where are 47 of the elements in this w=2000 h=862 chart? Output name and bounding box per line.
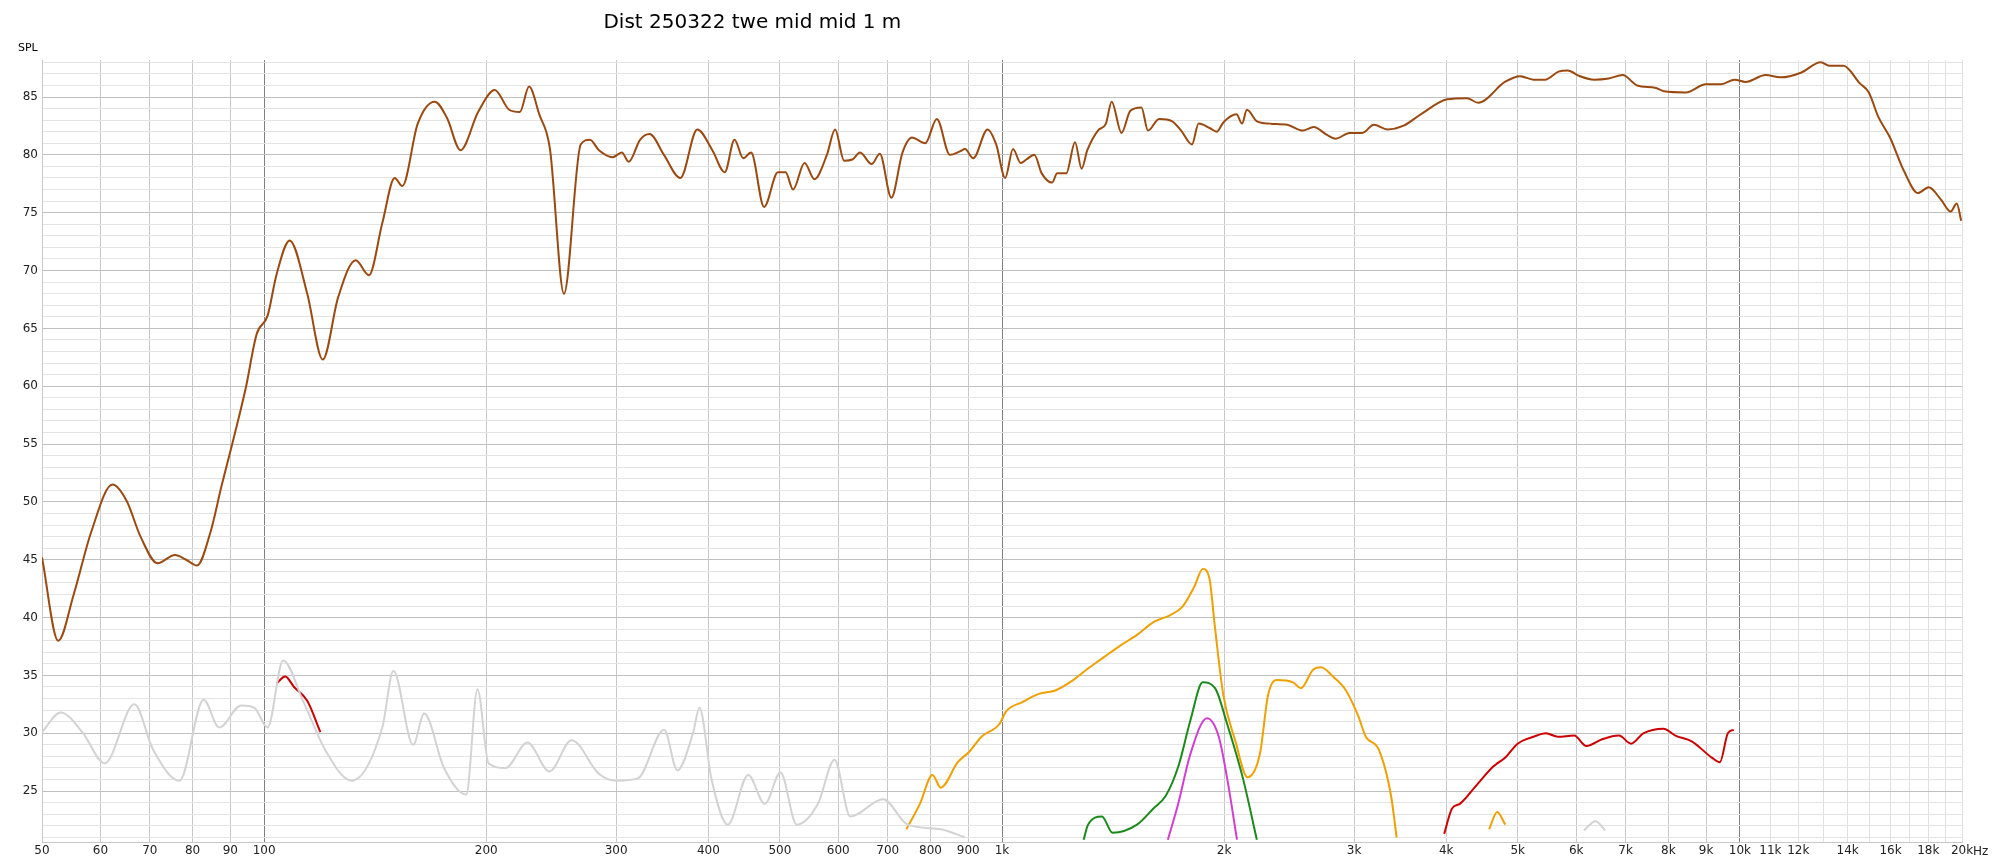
x-tick-label: 12k (1787, 843, 1810, 858)
y-tick-label: 35 (22, 667, 38, 682)
x-tick-label: 5k (1510, 843, 1526, 858)
x-tick-label: 20k (1950, 843, 1974, 858)
chart-title: Dist 250322 twe mid mid 1 m (603, 9, 902, 34)
x-tick-label: 2k (1216, 843, 1232, 858)
x-tick-label: 500 (768, 843, 792, 858)
x-tick-label: 800 (919, 843, 942, 858)
x-tick-label: 300 (604, 843, 628, 858)
x-tick-label: 50 (34, 843, 50, 858)
y-tick-label: 45 (22, 551, 38, 566)
y-tick-label: 30 (22, 725, 38, 740)
x-tick-label: 9k (1698, 843, 1714, 858)
x-tick-label: 70 (142, 843, 158, 858)
y-tick-label: 40 (22, 609, 38, 624)
x-tick-label: 8k (1661, 843, 1676, 858)
x-tick-label: 18k (1917, 843, 1940, 858)
x-tick-label: 14k (1836, 843, 1859, 858)
y-axis-title: SPL (18, 41, 39, 55)
x-tick-label: 4k (1438, 843, 1454, 858)
x-tick-label: 80 (184, 843, 201, 858)
x-tick-label: 100 (252, 843, 276, 858)
y-tick-label: 55 (22, 436, 38, 451)
x-tick-label: 90 (222, 843, 238, 858)
y-tick-label: 85 (22, 89, 38, 104)
x-tick-label: 60 (92, 843, 109, 858)
x-tick-label: 600 (826, 843, 850, 858)
x-tick-label: 700 (876, 843, 900, 858)
y-tick-label: 50 (22, 494, 38, 509)
x-tick-label: 11k (1759, 843, 1782, 858)
x-tick-label: 3k (1346, 843, 1362, 858)
x-tick-label: 200 (474, 843, 498, 858)
y-tick-label: 75 (22, 204, 38, 219)
line-series (1166, 717, 1238, 841)
y-tick-label: 70 (22, 262, 38, 277)
x-axis-title: Hz (1973, 844, 1989, 859)
x-tick-label: 10k (1728, 843, 1752, 858)
x-tick-label: 6k (1568, 843, 1584, 858)
y-tick-label: 25 (22, 783, 38, 798)
x-tick-label: 16k (1879, 843, 1902, 858)
y-tick-label: 65 (22, 320, 38, 335)
x-tick-label: 1k (994, 843, 1010, 858)
y-tick-label: 60 (22, 378, 38, 393)
x-tick-label: 900 (956, 843, 980, 858)
x-tick-label: 400 (696, 843, 720, 858)
x-tick-label: 7k (1618, 843, 1633, 858)
y-tick-label: 80 (22, 146, 38, 161)
